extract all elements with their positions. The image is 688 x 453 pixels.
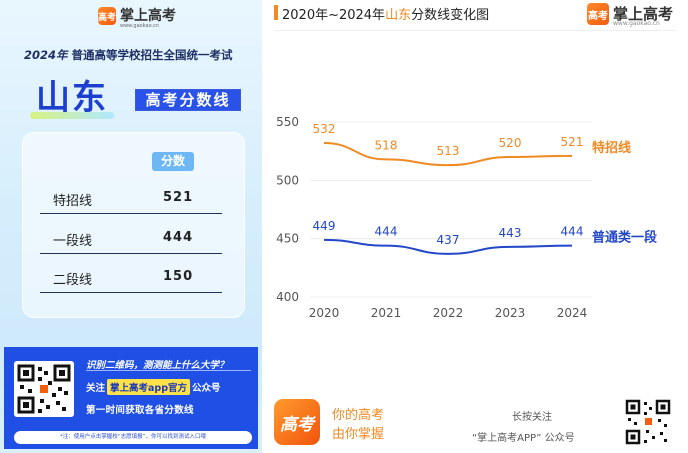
chart-footer: 高考 你的高考 由你掌握 长按关注 “掌上高考APP” 公众号 <box>262 396 688 453</box>
series-legend-label: 普通类一段 <box>592 230 657 246</box>
promo-account-pill: 掌上高考app官方 <box>107 379 191 395</box>
y-tick-label: 400 <box>276 290 299 304</box>
brand: 高考 掌上高考 www.gaokao.cn <box>98 7 176 29</box>
title-prefix: 2020年~2024年 <box>282 8 386 23</box>
series-line <box>323 142 573 167</box>
series-legend-label: 特招线 <box>592 140 631 156</box>
gaokao-logo-icon: 高考 <box>98 7 116 25</box>
x-tick-label: 2020 <box>309 306 340 320</box>
exam-title: 普通高等学校招生全国统一考试 <box>71 48 233 62</box>
brand-url: www.gaokao.cn <box>120 23 160 29</box>
data-label: 444 <box>561 225 584 239</box>
gaokao-logo-icon: 高考 <box>587 3 609 25</box>
data-label: 532 <box>313 122 336 136</box>
footer-slogan-2: 由你掌握 <box>332 427 385 442</box>
exam-heading: 2024年 普通高等学校招生全国统一考试 <box>24 47 233 63</box>
x-tick-label: 2023 <box>495 306 526 320</box>
title-accent-bar <box>274 5 278 20</box>
footer-qr-code-icon[interactable] <box>624 398 672 446</box>
qr-code-icon[interactable] <box>14 361 74 417</box>
promo-divider <box>86 370 251 371</box>
brand-name: 掌上高考 <box>613 4 674 23</box>
data-label: 449 <box>313 219 336 233</box>
chart-title: 2020年~2024年山东分数线变化图 <box>282 4 489 23</box>
line-chart: 400 450 500 550 2020 2021 2022 2023 2024 532 518 51… <box>276 115 657 320</box>
table-row: 一段线 444 <box>40 224 222 254</box>
data-label: 437 <box>437 233 460 247</box>
data-label: 521 <box>561 135 584 149</box>
title-province: 山东 <box>385 8 412 23</box>
gaokao-app-logo-icon: 高考 <box>274 399 320 445</box>
data-label: 443 <box>499 226 522 240</box>
brand-url: www.gaokao.cn <box>613 20 660 27</box>
data-label: 520 <box>499 136 522 150</box>
data-label: 518 <box>375 138 398 152</box>
row-label: 特招线 <box>53 194 93 209</box>
x-tick-label: 2024 <box>557 306 588 320</box>
data-label: 513 <box>437 144 460 158</box>
score-tag: 高考分数线 <box>135 89 241 111</box>
chart-brand: 高考 掌上高考 www.gaokao.cn <box>587 3 674 27</box>
promo-banner: 识别二维码，测测能上什么大学？ 关注 掌上高考app官方 公众号 第一时间获取各… <box>4 347 258 449</box>
x-tick-label: 2022 <box>433 306 464 320</box>
y-tick-label: 550 <box>276 115 299 129</box>
province-underline <box>30 112 114 119</box>
promo-line-scan: 识别二维码，测测能上什么大学？ <box>86 360 229 371</box>
promo-line-follow: 关注 掌上高考app官方 公众号 <box>86 379 221 395</box>
chart-panel: 2020年~2024年山东分数线变化图 高考 掌上高考 www.gaokao.c… <box>262 0 688 453</box>
score-poster: 高考 掌上高考 www.gaokao.cn 2024年 普通高等学校招生全国统一… <box>0 0 262 453</box>
promo-follow-suffix: 公众号 <box>192 383 221 394</box>
footer-slogan-1: 你的高考 <box>332 408 385 423</box>
x-tick-label: 2021 <box>371 306 402 320</box>
data-label: 444 <box>375 225 398 239</box>
title-suffix: 分数线变化图 <box>411 8 490 23</box>
footer-hint-account: “掌上高考APP” 公众号 <box>472 433 575 444</box>
row-label: 二段线 <box>53 273 93 288</box>
promo-follow-prefix: 关注 <box>86 383 106 394</box>
table-row: 特招线 521 <box>40 184 222 214</box>
title-divider <box>274 30 676 31</box>
y-tick-label: 450 <box>276 232 299 246</box>
score-column-header: 分数 <box>152 152 194 171</box>
y-tick-label: 500 <box>276 173 299 187</box>
promo-line-first: 第一时间获取各省分数线 <box>86 405 194 416</box>
row-value: 150 <box>163 269 194 284</box>
row-value: 444 <box>163 230 194 245</box>
brand-name: 掌上高考 <box>120 8 176 24</box>
row-label: 一段线 <box>53 234 93 249</box>
series-line <box>323 238 573 255</box>
footer-hint-press: 长按关注 <box>512 412 552 423</box>
row-value: 521 <box>163 190 194 205</box>
score-card <box>22 132 245 318</box>
promo-note: *注：使用户点击掌握校“志愿填报”，你可以找到测试入口哦 <box>14 431 252 444</box>
province-title: 山东 <box>36 78 108 118</box>
exam-year: 2024年 <box>24 48 68 62</box>
table-row: 二段线 150 <box>40 263 222 293</box>
